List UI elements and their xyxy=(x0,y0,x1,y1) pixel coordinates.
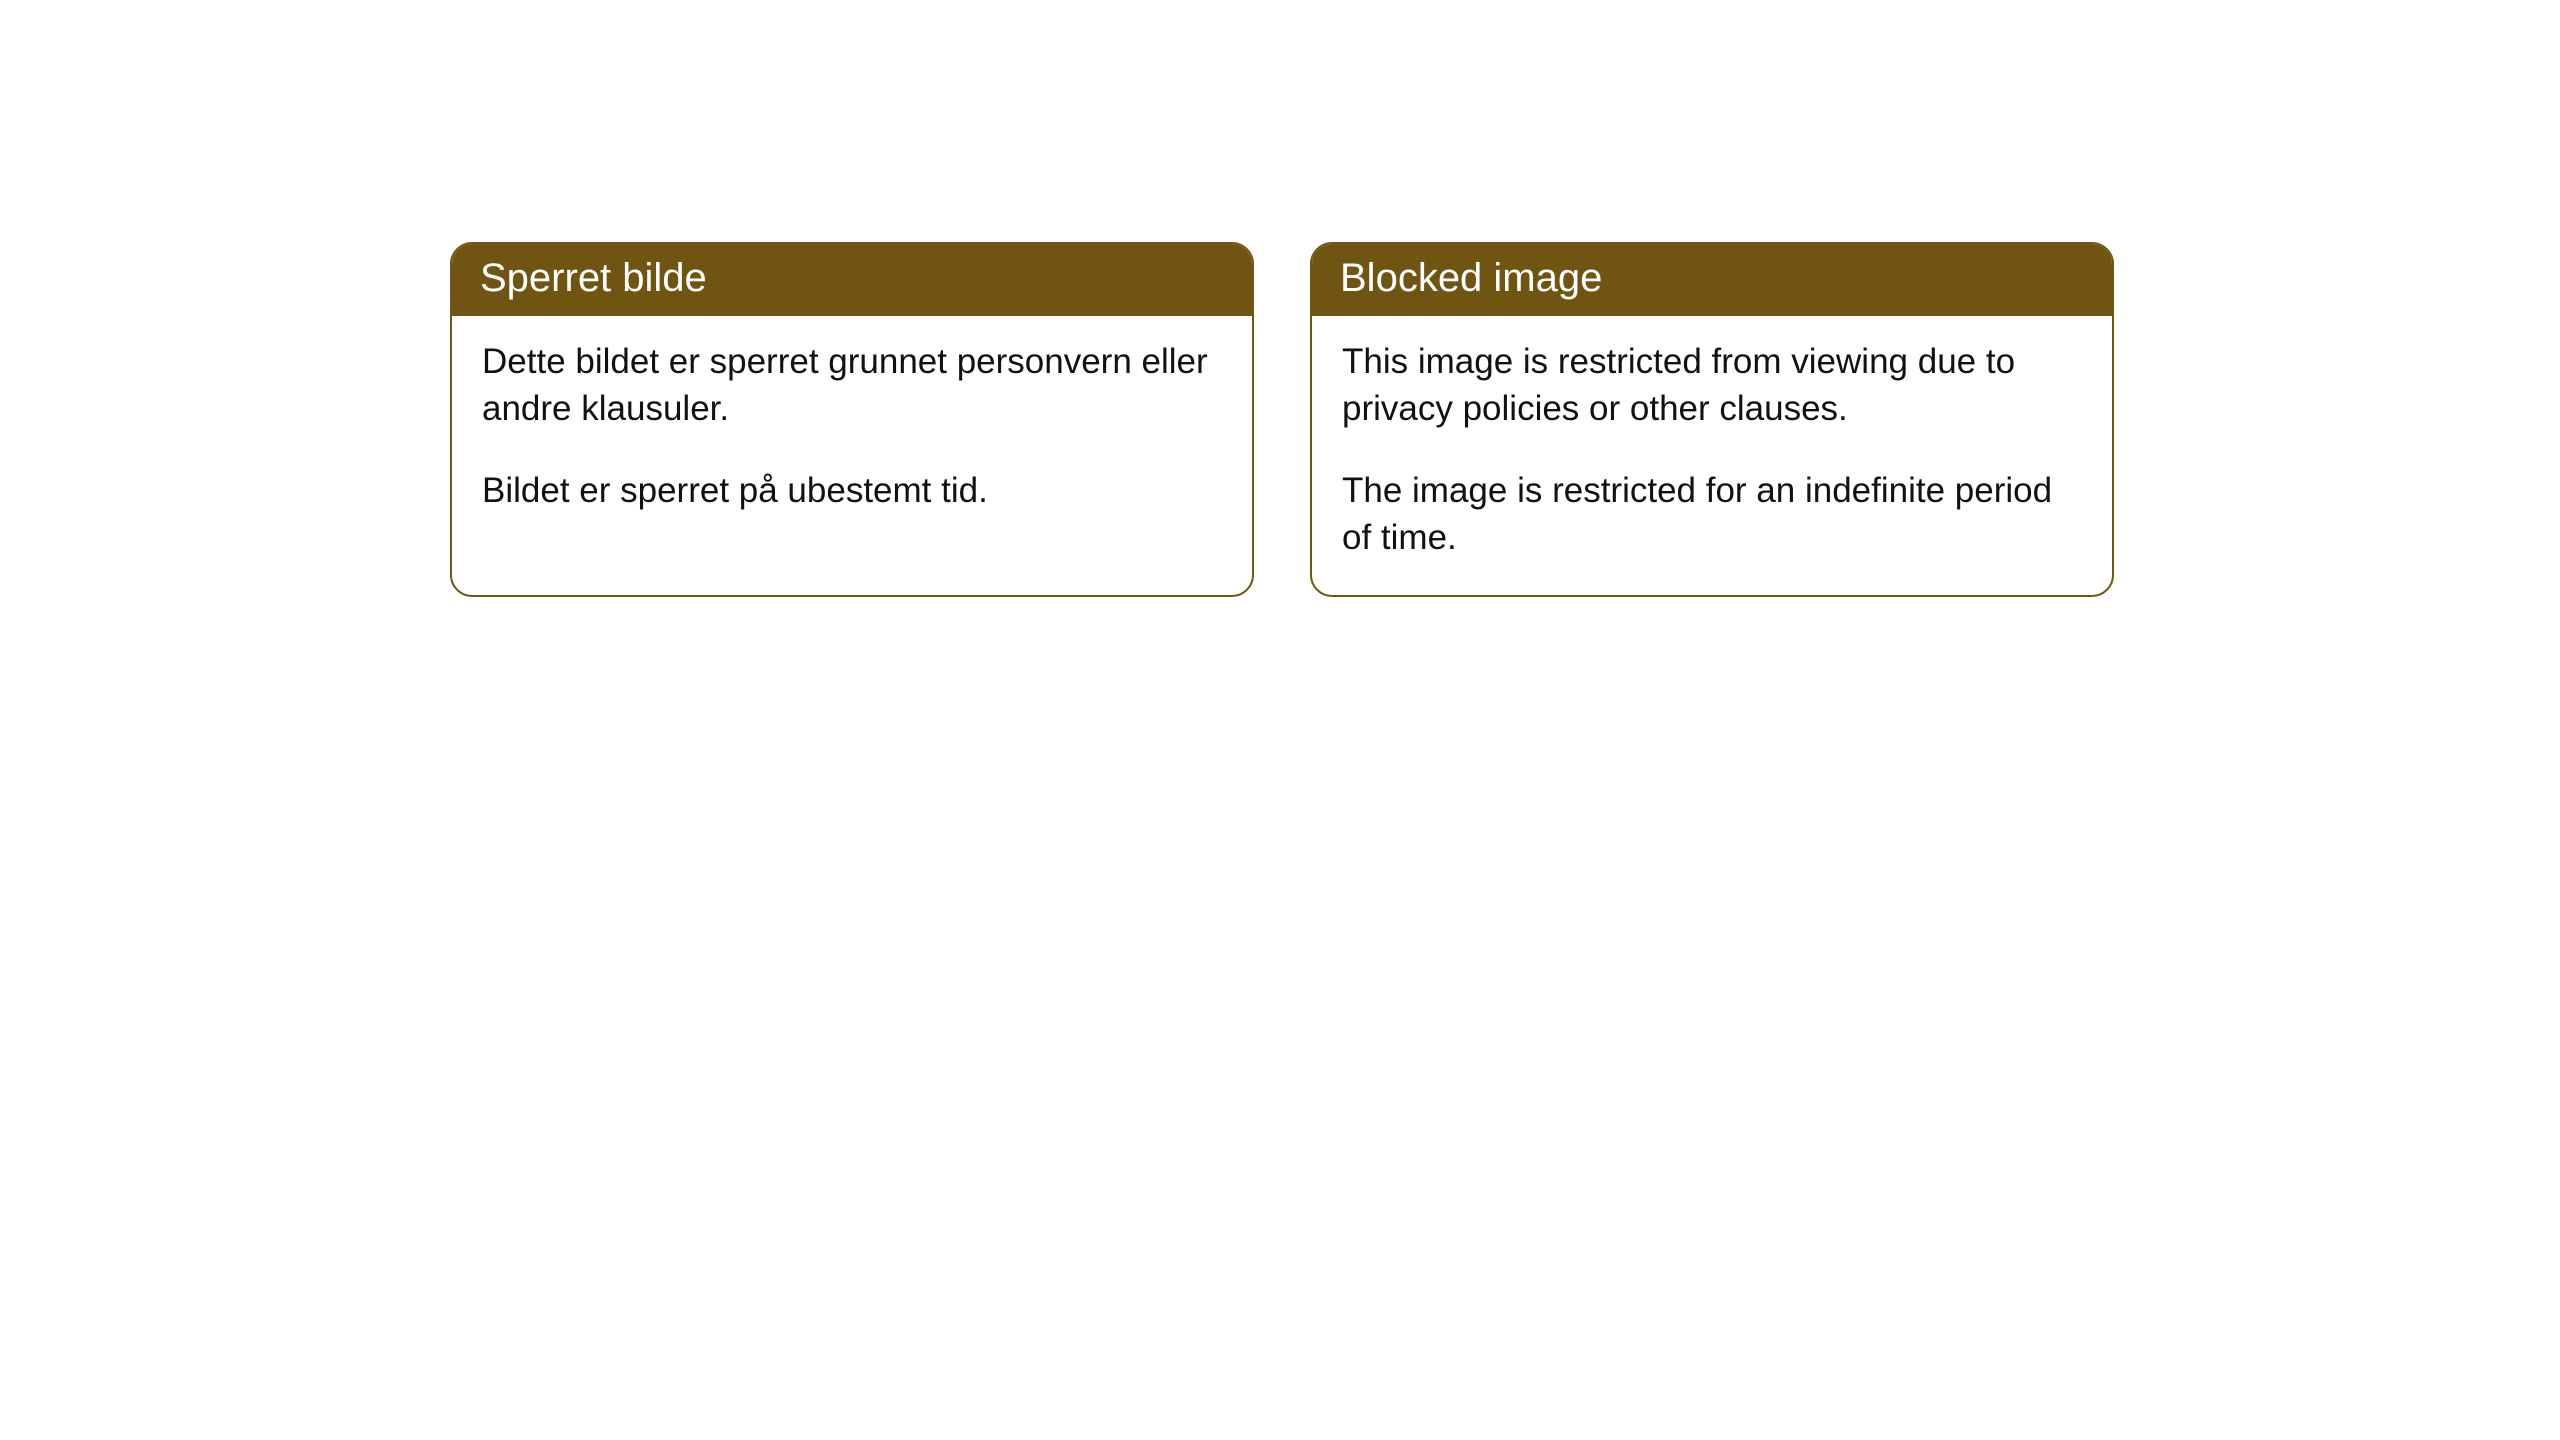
card-body: Dette bildet er sperret grunnet personve… xyxy=(452,316,1252,548)
card-paragraph: This image is restricted from viewing du… xyxy=(1342,338,2082,433)
card-title: Sperret bilde xyxy=(452,244,1252,316)
card-paragraph: Dette bildet er sperret grunnet personve… xyxy=(482,338,1222,433)
notice-card-english: Blocked image This image is restricted f… xyxy=(1310,242,2114,597)
notice-card-norwegian: Sperret bilde Dette bildet er sperret gr… xyxy=(450,242,1254,597)
card-body: This image is restricted from viewing du… xyxy=(1312,316,2112,595)
card-paragraph: Bildet er sperret på ubestemt tid. xyxy=(482,467,1222,514)
card-paragraph: The image is restricted for an indefinit… xyxy=(1342,467,2082,562)
card-title: Blocked image xyxy=(1312,244,2112,316)
notice-cards-container: Sperret bilde Dette bildet er sperret gr… xyxy=(0,0,2560,597)
